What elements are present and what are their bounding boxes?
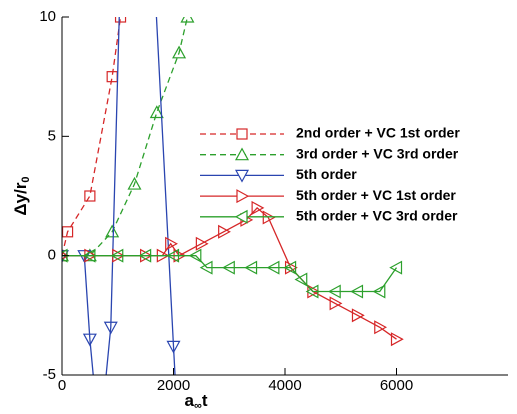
plot-area [62, 17, 404, 405]
data-point [149, 105, 164, 119]
legend-label: 3rd order + VC 3rd order [296, 145, 459, 161]
data-point [82, 248, 96, 263]
data-point [251, 200, 265, 215]
series-line [62, 255, 398, 293]
legend-marker [234, 169, 250, 183]
series-line [62, 17, 176, 375]
data-point [218, 224, 231, 239]
data-point [374, 320, 388, 335]
data-point [138, 248, 152, 263]
data-point [305, 284, 319, 299]
series-line [62, 17, 189, 257]
data-point [221, 260, 235, 275]
data-point [266, 260, 280, 275]
data-point [170, 394, 182, 405]
legend-marker [236, 189, 250, 204]
data-point [389, 260, 403, 275]
data-point [114, 17, 127, 23]
data-point [390, 332, 404, 347]
y-tick-label: 10 [39, 8, 56, 25]
y-tick-label: -5 [43, 366, 56, 383]
data-point [180, 17, 195, 23]
data-point [372, 284, 386, 299]
data-point [172, 45, 187, 59]
x-tick-label: 6000 [380, 377, 413, 394]
data-point [166, 248, 180, 263]
data-point [294, 272, 308, 287]
data-point [103, 321, 118, 335]
x-tick-label: 4000 [268, 377, 301, 394]
data-point [283, 260, 297, 275]
data-point [327, 284, 341, 299]
data-point [62, 226, 74, 238]
data-point [89, 394, 101, 405]
series-line [62, 17, 122, 256]
x-axis-label: a∞t [185, 391, 208, 411]
data-point [351, 308, 365, 323]
data-point [350, 284, 364, 299]
legend-label: 5th order + VC 1st order [296, 187, 456, 203]
data-point [199, 260, 213, 275]
data-point [84, 190, 96, 202]
data-point [262, 210, 276, 225]
data-point [98, 394, 110, 405]
data-point [165, 236, 178, 251]
data-point [188, 248, 202, 263]
legend-marker [234, 209, 248, 224]
x-tick-label: 2000 [157, 377, 190, 394]
data-point [127, 176, 142, 190]
data-point [195, 236, 209, 251]
legend-label: 2nd order + VC 1st order [296, 125, 460, 141]
data-point [329, 296, 343, 311]
legend-marker [234, 147, 250, 161]
data-point [244, 260, 258, 275]
data-point [105, 224, 120, 238]
y-tick-label: 0 [48, 247, 56, 264]
y-axis-label: Δy/r0 [11, 176, 31, 215]
legend-marker [236, 128, 248, 140]
data-point [166, 340, 181, 354]
legend-label: 5th order + VC 3rd order [296, 208, 458, 224]
x-tick-label: 0 [58, 377, 66, 394]
y-tick-label: 5 [48, 127, 56, 144]
legend-label: 5th order [296, 166, 357, 182]
data-point [110, 248, 124, 263]
data-point [82, 333, 97, 347]
